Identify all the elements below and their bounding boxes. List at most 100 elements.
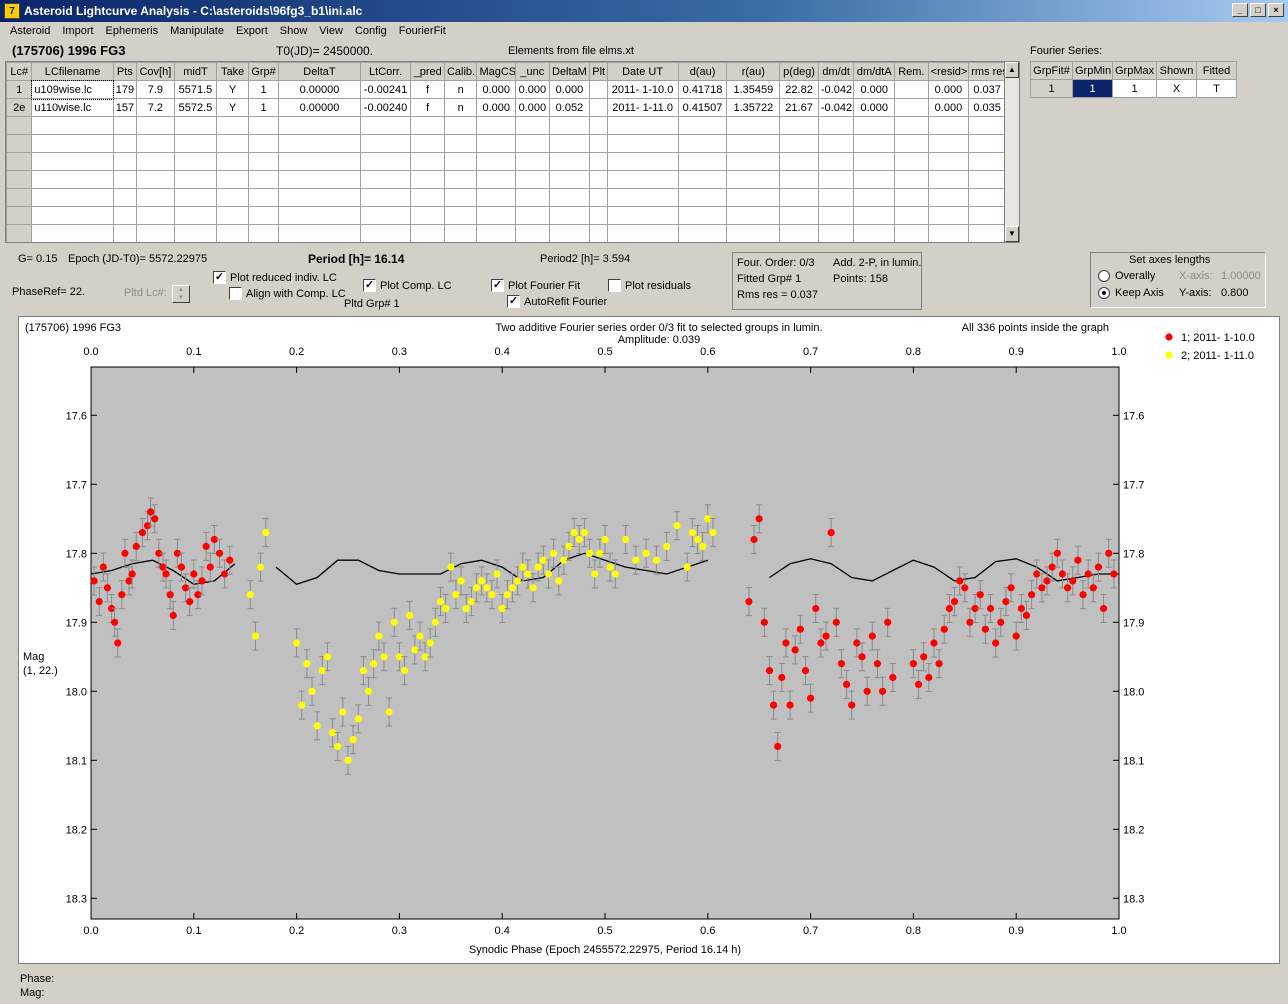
phaseref-label[interactable]: PhaseRef= 22. <box>12 286 86 298</box>
table-cell[interactable] <box>853 152 896 171</box>
table-cell[interactable] <box>589 188 608 207</box>
table-cell[interactable] <box>173 134 218 153</box>
table-cell[interactable] <box>548 134 591 153</box>
fourier-cell[interactable]: T <box>1196 79 1237 98</box>
table-cell[interactable] <box>278 116 361 135</box>
table-cell[interactable] <box>927 206 970 225</box>
table-cell[interactable] <box>726 224 781 242</box>
lc-column-header[interactable]: d(au) <box>677 62 728 81</box>
plot-comp-checkbox[interactable]: ✓ Plot Comp. LC <box>363 279 452 292</box>
table-cell[interactable] <box>247 188 280 207</box>
table-cell[interactable] <box>136 152 175 171</box>
table-cell[interactable] <box>817 152 855 171</box>
table-cell[interactable]: 2011- 1-11.0 <box>606 98 679 117</box>
table-cell[interactable] <box>31 206 114 225</box>
table-cell[interactable] <box>968 170 1004 189</box>
table-cell[interactable] <box>216 206 249 225</box>
minimize-button[interactable]: _ <box>1232 3 1248 17</box>
table-cell[interactable]: 1 <box>247 80 280 99</box>
fourier-column-header[interactable]: GrpMax <box>1112 61 1157 80</box>
table-cell[interactable] <box>606 134 679 153</box>
table-cell[interactable] <box>548 170 591 189</box>
table-cell[interactable] <box>359 188 412 207</box>
table-cell[interactable] <box>968 116 1004 135</box>
table-cell[interactable] <box>136 224 175 242</box>
table-cell[interactable] <box>278 170 361 189</box>
table-cell[interactable]: 0.41507 <box>677 98 728 117</box>
table-cell[interactable] <box>548 188 591 207</box>
table-cell[interactable] <box>894 152 929 171</box>
table-cell[interactable] <box>112 116 138 135</box>
table-cell[interactable] <box>894 80 929 99</box>
table-cell[interactable] <box>410 224 445 242</box>
table-cell[interactable]: 0.000 <box>476 80 517 99</box>
table-scrollbar[interactable]: ▲ ▼ <box>1004 61 1020 243</box>
table-cell[interactable] <box>589 152 608 171</box>
table-cell[interactable] <box>589 80 608 99</box>
table-cell[interactable] <box>726 206 781 225</box>
table-cell[interactable] <box>817 188 855 207</box>
table-cell[interactable] <box>359 134 412 153</box>
table-cell[interactable] <box>515 170 550 189</box>
table-cell[interactable] <box>278 134 361 153</box>
table-cell[interactable]: 2011- 1-10.0 <box>606 80 679 99</box>
lc-column-header[interactable]: DeltaM <box>548 62 591 81</box>
maximize-button[interactable]: □ <box>1250 3 1266 17</box>
table-cell[interactable] <box>247 134 280 153</box>
table-cell[interactable] <box>677 152 728 171</box>
table-cell[interactable] <box>589 116 608 135</box>
table-cell[interactable]: 5571.5 <box>173 80 218 99</box>
table-cell[interactable]: 7.2 <box>136 98 175 117</box>
fourier-column-header[interactable]: Fitted <box>1196 61 1237 80</box>
menu-manipulate[interactable]: Manipulate <box>170 25 224 37</box>
row-header[interactable] <box>6 206 33 225</box>
table-cell[interactable] <box>853 188 896 207</box>
table-cell[interactable]: 0.000 <box>853 98 896 117</box>
table-cell[interactable] <box>443 188 478 207</box>
menu-view[interactable]: View <box>319 25 343 37</box>
table-cell[interactable] <box>476 206 517 225</box>
table-cell[interactable] <box>548 152 591 171</box>
table-cell[interactable] <box>853 116 896 135</box>
table-cell[interactable] <box>779 134 819 153</box>
table-cell[interactable] <box>410 116 445 135</box>
table-cell[interactable] <box>515 116 550 135</box>
lc-table-row[interactable] <box>6 206 1004 225</box>
table-cell[interactable] <box>515 224 550 242</box>
table-cell[interactable] <box>606 206 679 225</box>
row-header[interactable] <box>6 188 33 207</box>
table-cell[interactable] <box>927 224 970 242</box>
table-cell[interactable] <box>443 152 478 171</box>
lc-table-row[interactable] <box>6 188 1004 207</box>
table-cell[interactable] <box>677 116 728 135</box>
table-cell[interactable]: 7.9 <box>136 80 175 99</box>
fourier-cell[interactable]: 1 <box>1072 79 1113 98</box>
table-cell[interactable] <box>247 116 280 135</box>
menu-ephemeris[interactable]: Ephemeris <box>105 25 159 37</box>
table-cell[interactable] <box>927 134 970 153</box>
table-cell[interactable] <box>359 206 412 225</box>
yaxis-value[interactable]: 0.800 <box>1221 287 1249 299</box>
table-cell[interactable] <box>853 170 896 189</box>
table-cell[interactable] <box>278 188 361 207</box>
table-cell[interactable]: -0.00241 <box>359 80 412 99</box>
table-cell[interactable] <box>853 206 896 225</box>
table-cell[interactable] <box>173 206 218 225</box>
table-cell[interactable]: -0.042 <box>817 98 855 117</box>
table-cell[interactable] <box>173 188 218 207</box>
table-cell[interactable]: n <box>443 80 478 99</box>
table-cell[interactable] <box>968 152 1004 171</box>
table-cell[interactable]: 0.052 <box>548 98 591 117</box>
table-cell[interactable] <box>278 206 361 225</box>
table-cell[interactable] <box>894 116 929 135</box>
lc-table-row[interactable] <box>6 170 1004 189</box>
scroll-down-icon[interactable]: ▼ <box>1005 226 1019 242</box>
row-header[interactable]: 1 <box>6 80 33 99</box>
table-cell[interactable] <box>515 188 550 207</box>
table-cell[interactable]: 0.00000 <box>278 98 361 117</box>
plot-fourier-checkbox[interactable]: ✓ Plot Fourier Fit <box>491 279 581 292</box>
row-header[interactable] <box>6 170 33 189</box>
table-cell[interactable] <box>779 152 819 171</box>
lc-table-row[interactable]: 1 u109wise.lc 179 7.9 5571.5 Y 1 0.00000 -0.0024… <box>6 79 1004 100</box>
table-cell[interactable]: 22.82 <box>779 80 819 99</box>
